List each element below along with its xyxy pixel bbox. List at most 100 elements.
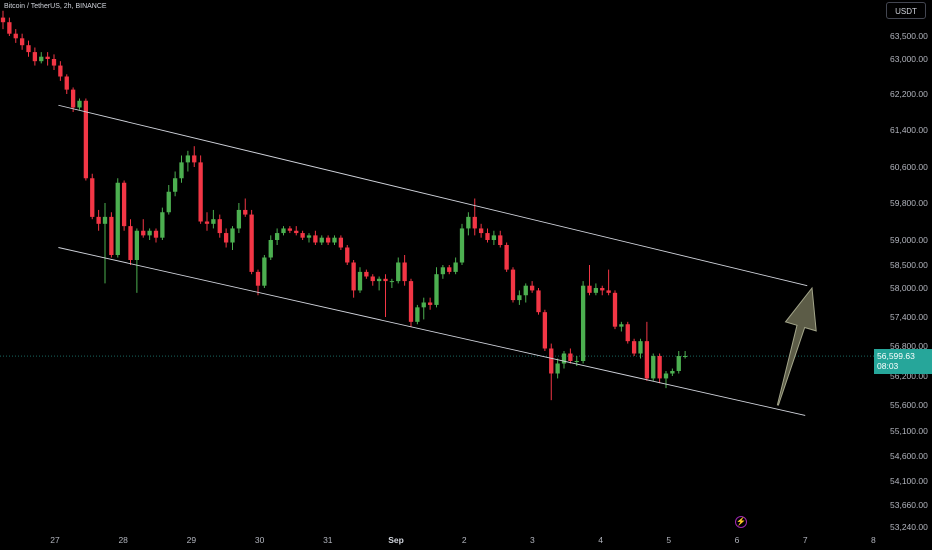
candle (351, 260, 356, 298)
time-tick-label: 28 (118, 535, 128, 545)
time-tick-label: 5 (666, 535, 671, 545)
candle-body (223, 233, 229, 243)
candle (262, 255, 267, 288)
candle-body (70, 89, 76, 108)
candle-body (26, 45, 31, 53)
candle (102, 203, 108, 284)
candle-body (529, 285, 535, 291)
price-axis[interactable]: 63,500.00 63,000.00 62,200.00 61,400.00 60,6… (890, 31, 928, 532)
flash-icon[interactable]: ⚡ (735, 516, 747, 528)
price-tick-label: 61,400.00 (890, 125, 928, 135)
candle-body (370, 276, 375, 282)
candle-body (389, 281, 395, 283)
candle-body (421, 302, 426, 308)
candle (70, 87, 76, 112)
candle (45, 52, 50, 66)
price-tick-label: 60,600.00 (890, 162, 928, 172)
candle (319, 235, 324, 245)
candle (300, 230, 305, 240)
trend-arrow[interactable] (776, 286, 817, 406)
last-price-tag: 56,599.63 08:03 (874, 349, 932, 374)
time-tick-label: 27 (50, 535, 60, 545)
candle (345, 245, 350, 265)
candle-body (376, 278, 382, 282)
candle-body (466, 216, 471, 229)
candle (204, 212, 210, 231)
candle (134, 228, 140, 293)
candle-body (396, 262, 401, 282)
candle-body (498, 235, 503, 245)
candle (338, 235, 344, 250)
candle (536, 288, 541, 315)
candle (141, 219, 146, 238)
currency-button[interactable]: USDT (886, 2, 926, 19)
candle-body (364, 271, 369, 277)
drawings-layer[interactable] (58, 104, 817, 416)
candle (408, 278, 414, 327)
time-axis[interactable]: 27 28 29 30 31 Sep 2 3 4 5 6 7 8 (50, 535, 876, 545)
candle (281, 226, 286, 236)
candle-body (472, 216, 477, 229)
candle (587, 265, 592, 296)
candle (268, 235, 273, 260)
candle (651, 353, 656, 381)
candle-body (153, 230, 159, 238)
candle-body (574, 361, 579, 362)
candle-body (249, 214, 254, 272)
candle (619, 321, 624, 332)
candle-body (638, 341, 643, 354)
candle-body (619, 324, 624, 327)
price-tick-label: 63,500.00 (890, 31, 928, 41)
candle-body (555, 363, 560, 374)
candle (51, 54, 57, 70)
candle (325, 235, 331, 245)
candle-body (204, 221, 210, 224)
candle-body (109, 216, 114, 255)
channel-lower-line[interactable] (58, 247, 806, 416)
price-tick-label: 56,800.00 (890, 341, 928, 351)
candle (580, 281, 586, 364)
time-tick-label: 8 (871, 535, 876, 545)
candle (243, 198, 248, 217)
candle-body (172, 178, 178, 192)
candle (402, 255, 407, 286)
candle (96, 209, 101, 231)
candle (504, 242, 509, 272)
candle (638, 338, 643, 359)
candle-body (600, 288, 605, 291)
candle-body (415, 307, 420, 322)
candle (249, 209, 254, 275)
candle (217, 214, 222, 238)
price-tick-label: 59,800.00 (890, 198, 928, 208)
candle (83, 98, 89, 181)
candle-body (121, 182, 127, 227)
candles-layer (0, 10, 688, 401)
candle (421, 297, 426, 320)
time-tick-label: 30 (255, 535, 265, 545)
candle-body (83, 100, 89, 179)
candle-body (147, 230, 152, 236)
candle-body (383, 278, 388, 282)
candle-body (332, 237, 337, 243)
candle (364, 269, 369, 279)
candle-body (19, 38, 25, 46)
candle (153, 228, 159, 243)
candle (631, 338, 637, 356)
candle-body (631, 341, 637, 354)
price-tick-label: 59,000.00 (890, 235, 928, 245)
candle (313, 230, 318, 245)
candle (447, 265, 452, 275)
candle-body (198, 162, 203, 222)
candle (230, 226, 235, 250)
candle-body (300, 233, 305, 238)
candle-body (568, 353, 573, 361)
candle-body (160, 212, 165, 238)
candle-body (657, 356, 662, 379)
candle (7, 17, 12, 36)
candle (498, 230, 503, 248)
channel-upper-line[interactable] (58, 104, 808, 287)
candle (434, 267, 439, 308)
candle-body (96, 216, 101, 224)
candle-body (338, 237, 344, 248)
